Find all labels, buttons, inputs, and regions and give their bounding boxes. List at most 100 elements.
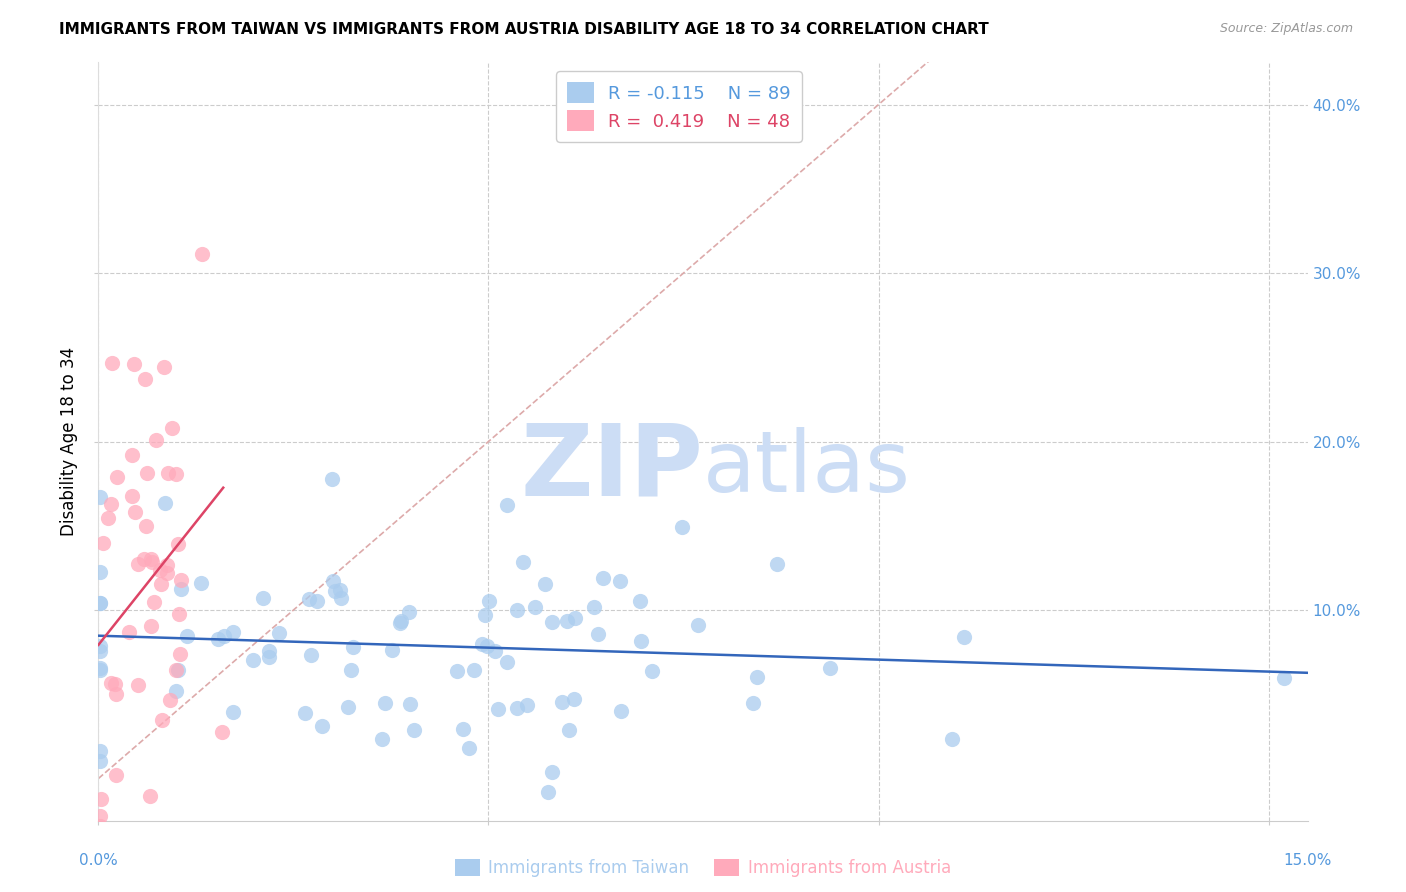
Point	[495, 656, 517, 670]
Point	[89, 744, 111, 758]
Point	[329, 582, 352, 597]
Point	[242, 653, 264, 667]
Point	[458, 740, 481, 755]
Point	[551, 695, 574, 709]
Point	[321, 472, 343, 486]
Point	[399, 697, 422, 711]
Point	[100, 675, 122, 690]
Point	[190, 575, 212, 590]
Point	[170, 582, 193, 597]
Point	[537, 784, 560, 798]
Point	[340, 663, 363, 677]
Point	[139, 551, 162, 566]
Point	[145, 433, 167, 447]
Point	[451, 722, 474, 736]
Point	[446, 664, 468, 678]
Point	[389, 616, 412, 631]
Legend: R = -0.115    N = 89, R =  0.419    N = 48: R = -0.115 N = 89, R = 0.419 N = 48	[555, 71, 801, 142]
Point	[609, 704, 631, 718]
Point	[252, 591, 274, 606]
Point	[741, 696, 763, 710]
Point	[156, 558, 179, 572]
Point	[297, 591, 319, 606]
Point	[104, 687, 127, 701]
Point	[89, 596, 111, 610]
Point	[398, 605, 420, 619]
Point	[118, 624, 141, 639]
Point	[541, 765, 564, 780]
Point	[165, 663, 187, 677]
Point	[150, 713, 173, 727]
Point	[169, 648, 191, 662]
Point	[582, 599, 605, 614]
Point	[402, 723, 425, 737]
Text: 0.0%: 0.0%	[79, 854, 118, 868]
Point	[139, 789, 162, 803]
Point	[149, 576, 172, 591]
Point	[132, 552, 155, 566]
Point	[941, 732, 963, 747]
Point	[176, 629, 198, 643]
Point	[562, 691, 585, 706]
Point	[135, 466, 157, 480]
Point	[323, 584, 346, 599]
Point	[592, 570, 614, 584]
Point	[111, 827, 134, 841]
Point	[374, 696, 396, 710]
Point	[89, 809, 111, 823]
Text: Source: ZipAtlas.com: Source: ZipAtlas.com	[1219, 22, 1353, 36]
Point	[89, 661, 111, 675]
Point	[166, 663, 188, 677]
Point	[641, 665, 664, 679]
Point	[157, 466, 180, 480]
Point	[89, 565, 111, 579]
Text: atlas: atlas	[703, 426, 911, 509]
Point	[127, 558, 149, 572]
Point	[104, 677, 127, 691]
Point	[212, 629, 235, 643]
Point	[484, 644, 506, 658]
Point	[124, 504, 146, 518]
Point	[139, 619, 162, 633]
Point	[121, 489, 143, 503]
Point	[127, 677, 149, 691]
Point	[766, 557, 789, 571]
Point	[322, 574, 344, 589]
Point	[156, 566, 179, 581]
Point	[118, 854, 141, 868]
Point	[207, 632, 229, 646]
Point	[330, 591, 353, 605]
Point	[671, 520, 693, 534]
Point	[586, 627, 609, 641]
Point	[495, 498, 517, 512]
Point	[97, 511, 120, 525]
Point	[463, 663, 485, 677]
Point	[818, 660, 841, 674]
Point	[121, 448, 143, 462]
Point	[1272, 671, 1295, 685]
Point	[141, 555, 163, 569]
Point	[342, 640, 364, 654]
Point	[167, 607, 190, 622]
Point	[105, 470, 128, 484]
Point	[89, 596, 111, 610]
Point	[506, 603, 529, 617]
Point	[162, 421, 184, 435]
Point	[89, 644, 111, 658]
Point	[191, 247, 214, 261]
Point	[516, 698, 538, 713]
Point	[381, 642, 404, 657]
Point	[541, 615, 564, 630]
Point	[170, 574, 193, 588]
Point	[389, 614, 412, 628]
Y-axis label: Disability Age 18 to 34: Disability Age 18 to 34	[60, 347, 79, 536]
Point	[143, 595, 166, 609]
Point	[609, 574, 631, 588]
Point	[477, 639, 499, 653]
Text: 15.0%: 15.0%	[1284, 854, 1331, 868]
Point	[371, 731, 394, 746]
Point	[105, 768, 128, 782]
Point	[558, 723, 581, 738]
Point	[222, 705, 245, 719]
Point	[628, 594, 651, 608]
